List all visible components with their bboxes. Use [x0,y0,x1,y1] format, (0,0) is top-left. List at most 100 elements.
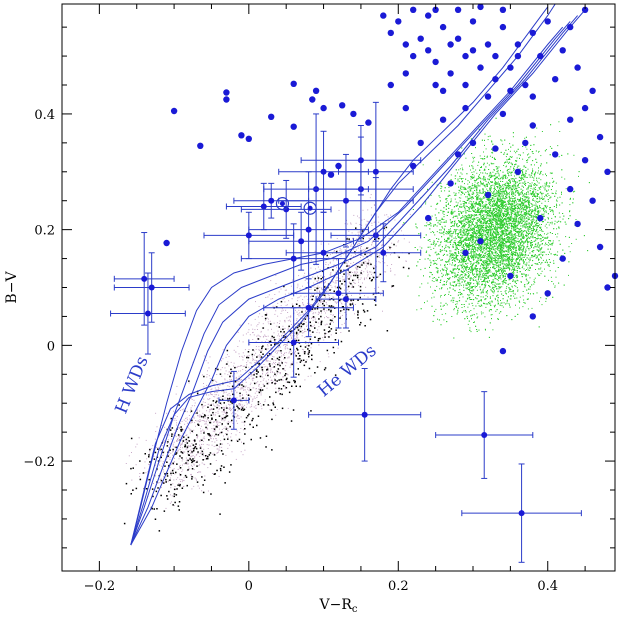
green-star-dot [538,254,540,256]
green-star-dot [451,239,453,241]
green-star-dot [530,228,532,230]
green-star-dot [539,206,540,208]
green-star-dot [545,254,547,256]
green-star-dot [536,179,538,181]
green-star-dot [500,250,502,252]
green-star-dot [429,240,431,242]
green-star-dot [497,280,499,282]
green-star-dot [453,285,455,287]
green-star-dot [493,248,495,250]
green-star-dot [486,162,488,164]
green-star-dot [477,207,479,209]
green-star-dot [538,250,540,252]
green-star-dot [480,223,482,225]
green-star-dot [450,174,452,176]
green-star-dot [491,217,493,219]
green-star-dot [426,250,428,252]
green-star-dot [492,239,494,241]
green-star-dot [509,150,511,152]
green-star-dot [487,139,489,141]
green-star-dot [489,225,491,227]
green-star-dot [513,244,515,246]
green-star-dot [518,229,520,231]
green-star-dot [532,251,534,253]
green-star-dot [517,256,519,258]
green-star-dot [523,166,525,168]
green-star-dot [540,179,542,181]
green-star-dot [482,288,484,290]
green-star-dot [489,271,491,273]
green-star-dot [509,219,511,221]
green-star-dot [460,234,462,236]
green-star-dot [493,287,495,288]
green-star-dot [544,211,545,213]
green-star-dot [467,239,469,241]
green-star-dot [491,241,493,243]
green-star-dot [524,207,525,208]
green-star-dot [463,306,465,308]
green-star-dot [441,272,443,274]
green-star-dot [491,238,493,240]
green-star-dot [447,288,448,290]
green-star-dot [480,270,482,272]
green-star-dot [547,245,549,247]
green-star-dot [488,219,490,221]
green-star-dot [527,223,529,225]
green-star-dot [471,299,473,300]
green-star-dot [520,246,522,248]
green-star-dot [468,247,470,248]
green-star-dot [549,243,551,245]
green-star-dot [434,262,436,264]
green-star-dot [537,273,539,275]
green-star-dot [451,316,453,317]
green-star-dot [557,197,559,199]
green-star-dot [464,203,466,205]
green-star-dot [509,206,511,208]
green-star-dot [488,207,490,209]
green-star-dot [504,290,506,292]
green-star-dot [427,282,429,284]
green-star-dot [466,284,468,286]
green-star-dot [490,187,492,189]
green-star-dot [462,268,464,270]
green-star-dot [429,271,431,273]
green-star-dot [506,286,508,288]
green-star-dot [443,214,445,215]
green-star-dot [497,196,499,198]
green-star-dot [470,210,472,212]
green-star-dot [469,268,470,270]
green-star-dot [473,215,475,217]
green-star-dot [534,164,535,166]
green-star-dot [482,312,484,314]
green-star-dot [463,229,465,231]
green-star-dot [499,228,501,230]
green-star-dot [479,235,481,236]
green-star-dot [534,188,536,190]
green-star-dot [540,155,542,157]
green-star-dot [445,232,447,234]
green-star-dot [528,241,530,242]
green-star-dot [527,218,529,220]
green-star-dot [467,294,469,296]
green-star-dot [488,271,490,272]
green-star-dot [434,289,436,291]
green-star-dot [541,304,543,306]
green-star-dot [511,262,513,264]
green-star-dot [496,228,498,230]
green-star-dot [494,184,496,186]
green-star-dot [532,210,534,212]
green-star-dot [509,247,511,249]
green-star-dot [516,287,518,289]
green-star-dot [500,207,501,209]
green-star-dot [531,264,533,266]
green-star-dot [467,183,469,185]
green-star-dot [481,229,483,230]
green-star-dot [501,281,503,283]
green-star-dot [555,182,557,184]
green-star-dot [473,220,474,222]
green-star-dot [494,203,496,205]
green-star-dot [471,208,473,210]
green-star-dot [521,273,523,275]
green-star-dot [511,285,513,287]
green-star-dot [458,169,460,171]
